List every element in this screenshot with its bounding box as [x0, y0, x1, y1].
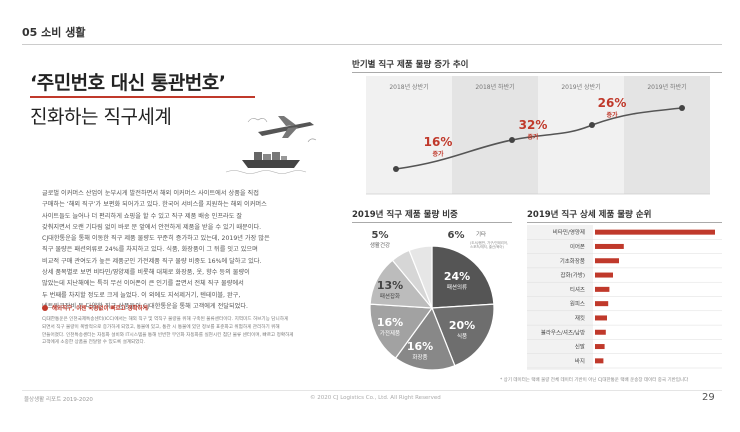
footnote: * 상기 데이터는 택배 물량 전체 데이터 기반이 아닌 CJ대한통운 택배 …	[500, 378, 689, 383]
note-title: 해외직구, 이젠 국경없이 빠르고 정확하게	[52, 306, 148, 312]
period-column	[624, 76, 710, 194]
bar-mark	[595, 258, 619, 264]
line-chart-title: 반기별 직구 제품 물량 증가 추이	[352, 60, 469, 70]
section-label: 05 소비 생활	[22, 26, 86, 39]
bar-label: 블라우스/셔츠/남방	[541, 328, 585, 336]
period-label: 2018년 상반기	[389, 83, 428, 91]
growth-pct: 16%	[424, 135, 453, 149]
bar-mark	[595, 286, 610, 292]
bar-mark	[595, 272, 613, 278]
pie-slice	[408, 245, 433, 309]
slice-pct: 6%	[448, 230, 465, 241]
pie-chart-title: 2019년 직구 제품 물량 비중	[352, 210, 458, 220]
header-divider	[22, 44, 722, 45]
slice-name: 가전제품	[380, 329, 400, 337]
page-number: 29	[702, 392, 715, 403]
cargo-ship-icon	[242, 152, 300, 168]
slice-name: 기타	[476, 230, 486, 238]
bar-chart-title: 2019년 직구 상세 제품 물량 순위	[527, 210, 652, 220]
bar-mark	[595, 358, 604, 364]
slice-pct: 20%	[449, 319, 475, 332]
bar-label: 이어폰	[570, 242, 585, 250]
pie-slice	[394, 306, 456, 371]
shipping-illustration	[225, 116, 317, 174]
bar-label: 티셔츠	[570, 285, 585, 293]
other-detail: (도서/음반, 가구/인테리어, 스포츠/레저, 출산/육아)	[470, 240, 508, 249]
footer-report-name: 물상생활 리포트 2019-2020	[24, 397, 93, 403]
note-text: CJ대한통운은 인천국제특송센터(ICC)에서는 해외 직구 및 역직구 물량을…	[42, 317, 294, 346]
growth-pct: 32%	[519, 118, 548, 132]
slice-name: 식품	[457, 332, 467, 340]
body-paragraph: 글로벌 이커머스 산업이 눈부시게 발전하면서 해외 이커머스 사이트에서 상품…	[42, 190, 270, 310]
bar-mark	[595, 329, 606, 335]
bar-label: 바지	[575, 357, 585, 365]
data-point	[393, 166, 399, 172]
slice-name: 생활건강	[370, 241, 390, 249]
data-point	[679, 105, 685, 111]
period-label: 2018년 하반기	[475, 83, 514, 91]
data-point	[509, 137, 515, 143]
slice-name: 패션의류	[447, 283, 467, 291]
bar-label: 재킷	[575, 314, 585, 322]
note-bullet-icon	[42, 305, 48, 311]
growth-label: 증가	[606, 111, 618, 119]
pie-slice	[431, 245, 495, 309]
growth-label: 증가	[527, 133, 539, 141]
slice-pct: 16%	[377, 316, 403, 329]
growth-pct: 26%	[598, 96, 627, 110]
slice-name: 패션잡화	[380, 292, 400, 300]
wave-icon	[225, 170, 307, 174]
pie-chart: 5% 생활건강 6% 기타 (도서/음반, 가구/인테리어, 스포츠/레저, 출산…	[369, 230, 508, 371]
period-column	[366, 76, 452, 194]
bar-label: 기초화장품	[560, 257, 585, 265]
period-label: 2019년 상반기	[561, 83, 600, 91]
slice-pct: 5%	[372, 230, 389, 241]
slice-pct: 24%	[444, 270, 470, 283]
note-box: 해외직구, 이젠 국경없이 빠르고 정확하게 CJ대한통운은 인천국제특송센터(…	[42, 304, 342, 347]
bar-chart-title-rule	[527, 222, 722, 223]
bar-label: 원피스	[570, 300, 585, 308]
slice-name: 화장품	[412, 354, 427, 361]
trend-line	[395, 107, 683, 170]
airplane-icon	[258, 116, 314, 138]
bar-mark	[595, 301, 609, 307]
growth-label: 증가	[432, 150, 444, 158]
bar-mark	[595, 229, 715, 235]
title-underline	[30, 96, 255, 98]
bar-mark	[595, 243, 624, 249]
line-chart: 2018년 상반기 2018년 하반기 2019년 상반기 2019년 하반기 …	[366, 76, 710, 195]
bar-label: 비타민/영양제	[553, 228, 585, 236]
footer-copyright: © 2020 CJ Logistics Co., Ltd. All Right …	[310, 395, 441, 401]
data-point	[589, 122, 595, 128]
page-title: ‘주민번호 대신 통관번호’	[30, 72, 226, 94]
bar-mark	[595, 344, 605, 350]
pie-slice	[431, 303, 495, 367]
slice-pct: 16%	[407, 340, 433, 353]
page-subtitle: 진화하는 직구세계	[30, 106, 172, 128]
slice-pct: 13%	[377, 279, 403, 292]
bar-mark	[595, 315, 607, 321]
line-chart-title-rule	[352, 72, 722, 73]
footer-divider	[22, 390, 722, 391]
pie-chart-title-rule	[352, 222, 512, 223]
period-label: 2019년 하반기	[647, 83, 686, 91]
pie-slice	[369, 303, 434, 359]
bar-label: 신발	[575, 343, 585, 351]
period-column	[452, 76, 538, 194]
bar-label: 잡화(가방)	[560, 271, 585, 279]
cloud-icon	[247, 118, 317, 143]
